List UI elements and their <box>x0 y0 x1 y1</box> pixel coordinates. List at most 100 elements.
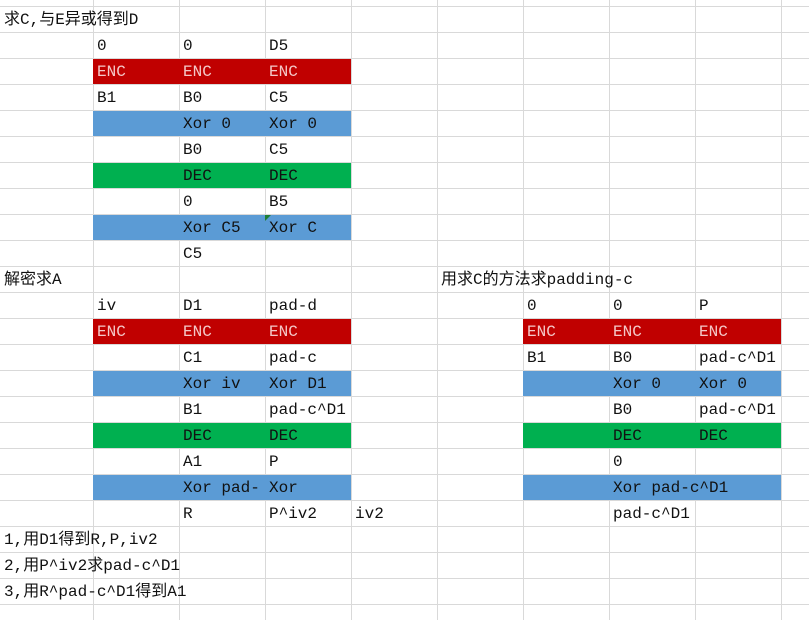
cell-text: 0 <box>183 37 193 55</box>
grid-line <box>0 58 809 59</box>
grid-line <box>0 318 809 319</box>
cell-text: Xor pad-c^D1 <box>613 479 729 497</box>
grid-line <box>0 578 809 579</box>
grid-line <box>781 0 782 620</box>
cell-text: ENC <box>97 63 126 81</box>
cell-fill <box>93 59 351 84</box>
grid-line <box>523 0 524 620</box>
cell-text: Xor C <box>269 219 318 237</box>
cell-text: B1 <box>183 401 203 419</box>
grid-line <box>0 6 809 7</box>
cell-text: B5 <box>269 193 289 211</box>
cell-text: ENC <box>183 323 212 341</box>
grid-line <box>0 188 809 189</box>
grid-line <box>0 110 809 111</box>
cell-fill <box>93 215 351 240</box>
grid-line <box>0 370 809 371</box>
grid-line <box>0 292 809 293</box>
cell-fill <box>93 163 351 188</box>
cell-text: pad-c^D1 <box>269 401 346 419</box>
cell-text: Xor D1 <box>269 375 327 393</box>
cell-text: Xor 0 <box>183 115 232 133</box>
grid-line <box>265 0 266 620</box>
cell-text: pad-c^D1 <box>699 401 776 419</box>
grid-line <box>0 604 809 605</box>
grid-line <box>0 526 809 527</box>
cell-text: pad-c <box>269 349 318 367</box>
cell-text: DEC <box>183 167 212 185</box>
grid-line <box>0 422 809 423</box>
cell-text: Xor 0 <box>613 375 662 393</box>
cell-fill <box>523 475 781 500</box>
cell-text: ENC <box>269 63 298 81</box>
grid-line <box>0 448 809 449</box>
cell-text: DEC <box>699 427 728 445</box>
cell-text: Xor pad- <box>183 479 260 497</box>
cell-text: B0 <box>183 89 203 107</box>
cell-text: B1 <box>97 89 117 107</box>
comment-marker <box>265 215 271 221</box>
grid-line <box>93 0 94 620</box>
cell-text: C1 <box>183 349 203 367</box>
grid-line <box>0 162 809 163</box>
cell-text: pad-c^D1 <box>613 505 690 523</box>
cell-text: ENC <box>183 63 212 81</box>
grid-line <box>0 396 809 397</box>
cell-fill <box>93 111 351 136</box>
cell-text: pad-c^D1 <box>699 349 776 367</box>
cell-text: R <box>183 505 193 523</box>
cell-fill <box>93 475 351 500</box>
cell-text: DEC <box>613 427 642 445</box>
cell-text: C5 <box>183 245 203 263</box>
cell-text: P <box>269 453 279 471</box>
cell-text: ENC <box>527 323 556 341</box>
cell-text: 求C,与E异或得到D <box>4 11 139 29</box>
cell-text: 1,用D1得到R,P,iv2 <box>4 531 158 549</box>
grid-line <box>0 474 809 475</box>
cell-fill <box>93 371 351 396</box>
cell-fill <box>523 319 781 344</box>
cell-text: DEC <box>269 427 298 445</box>
cell-text: ENC <box>269 323 298 341</box>
cell-text: 3,用R^pad-c^D1得到A1 <box>4 583 187 601</box>
cell-text: DEC <box>269 167 298 185</box>
cell-text: C5 <box>269 89 289 107</box>
cell-text: C5 <box>269 141 289 159</box>
cell-text: Xor <box>269 479 298 497</box>
cell-text: B0 <box>183 141 203 159</box>
cell-text: Xor iv <box>183 375 241 393</box>
cell-text: 用求C的方法求padding-c <box>441 271 634 289</box>
cell-text: B0 <box>613 401 633 419</box>
cell-text: iv <box>97 297 117 315</box>
cell-text: 解密求A <box>4 271 62 289</box>
cell-fill <box>93 319 351 344</box>
cell-text: P^iv2 <box>269 505 318 523</box>
cell-text: ENC <box>97 323 126 341</box>
cell-text: 0 <box>613 453 623 471</box>
cell-text: Xor 0 <box>699 375 748 393</box>
cell-text: DEC <box>183 427 212 445</box>
grid-line <box>351 0 352 620</box>
grid-line <box>609 0 610 620</box>
cell-text: D5 <box>269 37 289 55</box>
cell-text: ENC <box>699 323 728 341</box>
cell-fill <box>523 423 781 448</box>
cell-text: 0 <box>183 193 193 211</box>
grid-line <box>0 266 809 267</box>
cell-text: iv2 <box>355 505 384 523</box>
cell-text: A1 <box>183 453 203 471</box>
grid-line <box>0 32 809 33</box>
cell-text: B0 <box>613 349 633 367</box>
cell-text: ENC <box>613 323 642 341</box>
grid-line <box>437 0 438 620</box>
grid-line <box>0 500 809 501</box>
cell-text: 0 <box>97 37 107 55</box>
grid-line <box>0 136 809 137</box>
grid-line <box>0 214 809 215</box>
cell-text: 2,用P^iv2求pad-c^D1 <box>4 557 181 575</box>
grid-line <box>0 240 809 241</box>
cell-text: Xor C5 <box>183 219 241 237</box>
grid-line <box>0 84 809 85</box>
grid-line <box>695 0 696 620</box>
